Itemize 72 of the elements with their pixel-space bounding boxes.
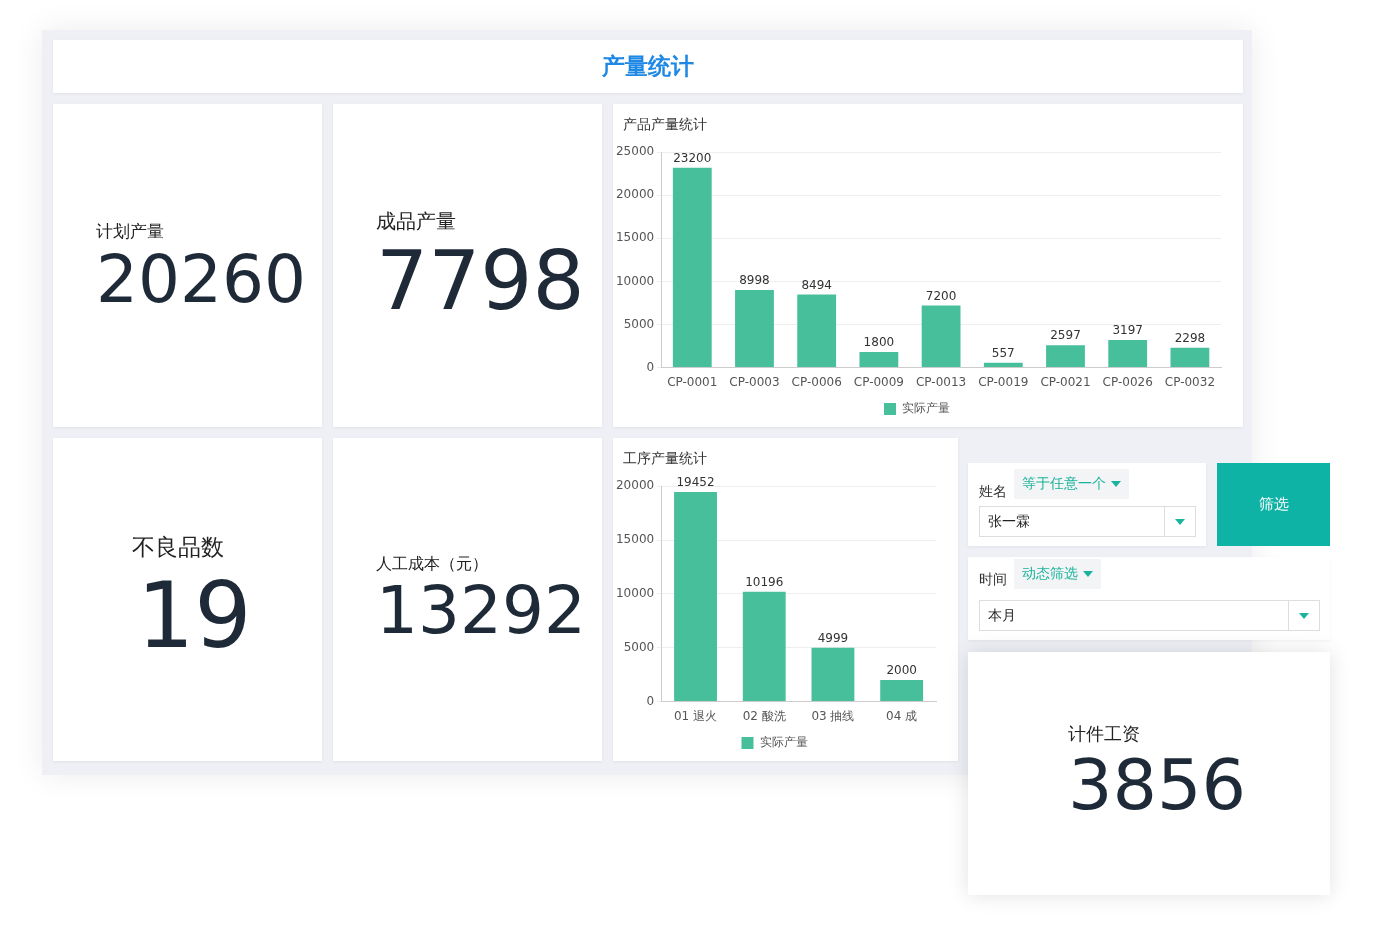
text: 13292 — [376, 572, 586, 649]
y-tick-label: 20000 — [615, 478, 655, 493]
text: 计划产量 — [96, 220, 164, 243]
text: 3856 — [1068, 744, 1247, 826]
data-label: 19452 — [676, 475, 715, 490]
x-tick-label: 03 抽线 — [811, 708, 855, 723]
bar — [811, 647, 855, 702]
legend-label: 实际产量 — [759, 735, 808, 750]
bar — [742, 591, 786, 702]
text: 动态筛选 — [1014, 559, 1101, 589]
x-tick-label: CP-0013 — [915, 374, 967, 389]
data-label: 23200 — [673, 150, 712, 165]
y-tick-label: 25000 — [615, 144, 655, 159]
x-tick-label: CP-0006 — [791, 374, 842, 389]
text: 筛选 — [1217, 463, 1330, 546]
data-label: 8494 — [801, 277, 832, 292]
bar — [1046, 345, 1085, 368]
bar — [983, 362, 1023, 368]
x-tick-label: CP-0003 — [729, 374, 780, 389]
text: 时间 — [979, 571, 1007, 589]
data-label: 2597 — [1050, 328, 1081, 343]
x-tick-label: CP-0032 — [1164, 374, 1216, 389]
y-tick-label: 15000 — [615, 532, 655, 547]
x-tick-label: CP-0021 — [1040, 374, 1091, 389]
bar — [1108, 340, 1148, 368]
y-tick-label: 10000 — [615, 586, 655, 601]
y-tick-label: 5000 — [623, 316, 655, 331]
data-label: 10196 — [745, 574, 784, 589]
legend-label: 实际产量 — [902, 401, 950, 416]
bar — [674, 492, 717, 702]
text: 不良品数 — [132, 533, 224, 562]
x-tick-label: CP-0026 — [1102, 374, 1153, 389]
x-tick-label: 01 退火 — [673, 708, 718, 723]
text: 19 — [137, 563, 252, 668]
text: 人工成本（元） — [376, 554, 488, 575]
text: 20260 — [96, 241, 306, 318]
data-label: 1800 — [863, 335, 895, 350]
text: 本月 — [979, 600, 1320, 631]
bar — [735, 290, 774, 368]
data-label: 557 — [991, 345, 1015, 360]
x-tick-label: 04 成 — [886, 708, 918, 723]
data-label: 2298 — [1174, 330, 1206, 345]
y-tick-label: 10000 — [615, 273, 655, 288]
y-tick-label: 20000 — [615, 187, 655, 202]
bar — [1170, 347, 1210, 368]
text: 成品产量 — [376, 208, 456, 235]
data-label: 3197 — [1112, 323, 1143, 338]
y-tick-label: 0 — [646, 359, 655, 374]
y-tick-label: 15000 — [615, 230, 655, 245]
text: 7798 — [376, 233, 585, 328]
bar — [880, 680, 924, 702]
x-tick-label: CP-0001 — [667, 374, 718, 389]
bar — [797, 294, 837, 368]
text: 计件工资 — [1068, 722, 1140, 746]
data-label: 2000 — [886, 663, 917, 678]
bar — [672, 167, 712, 368]
text: 张一霖 — [979, 506, 1196, 537]
y-tick-label: 0 — [646, 693, 655, 708]
chart-title: 产品产量统计 — [623, 116, 707, 134]
chart-title: 工序产量统计 — [623, 450, 707, 468]
text: 等于任意一个 — [1014, 469, 1129, 499]
y-tick-label: 5000 — [623, 639, 655, 654]
data-label: 8998 — [739, 273, 770, 288]
data-label: 7200 — [925, 288, 957, 303]
data-label: 4999 — [817, 630, 849, 645]
text: 姓名 — [979, 483, 1007, 501]
bar — [921, 305, 961, 368]
x-tick-label: CP-0009 — [853, 374, 904, 389]
text: 产量统计 — [53, 40, 1243, 93]
x-tick-label: CP-0019 — [978, 374, 1029, 389]
bar — [859, 352, 899, 368]
x-tick-label: 02 酸洗 — [742, 708, 786, 723]
